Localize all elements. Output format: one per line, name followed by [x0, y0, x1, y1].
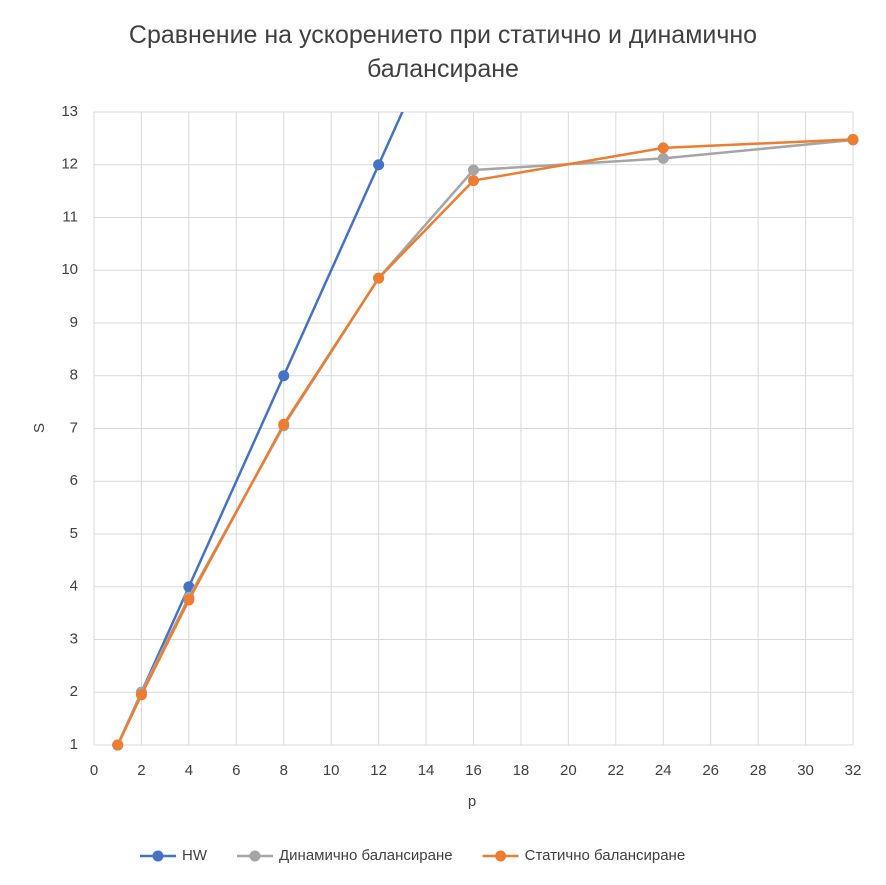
y-tick-label: 1: [70, 736, 78, 753]
data-point: [373, 159, 385, 171]
x-tick-label: 22: [607, 762, 624, 779]
legend-label: Динамично балансиране: [279, 847, 453, 864]
y-tick-label: 10: [61, 261, 78, 278]
x-tick-label: 8: [280, 762, 288, 779]
series-line: [116, 138, 854, 746]
y-tick-label: 13: [61, 103, 78, 120]
y-tick-label: 9: [70, 314, 78, 331]
x-tick-label: 6: [232, 762, 240, 779]
x-tick-label: 10: [323, 762, 340, 779]
x-tick-label: 28: [750, 762, 767, 779]
y-tick-label: 5: [70, 525, 78, 542]
data-point: [657, 152, 669, 164]
y-tick-label: 6: [70, 472, 78, 489]
y-tick-label: 4: [70, 578, 78, 595]
legend-label: HW: [182, 847, 208, 864]
x-tick-label: 2: [137, 762, 145, 779]
x-tick-label: 0: [90, 762, 98, 779]
data-point: [183, 594, 195, 606]
x-tick-label: 4: [185, 762, 193, 779]
data-point: [847, 133, 859, 145]
data-point: [468, 164, 479, 176]
data-point: [112, 739, 124, 751]
data-point: [135, 689, 147, 701]
x-tick-label: 26: [702, 762, 719, 779]
x-tick-label: 18: [513, 762, 530, 779]
x-tick-label: 12: [370, 762, 387, 779]
data-point: [657, 142, 669, 154]
plot-area: [112, 112, 859, 751]
y-tick-label: 7: [70, 419, 78, 436]
x-tick-label: 24: [655, 762, 672, 779]
x-tick-label: 20: [560, 762, 577, 779]
data-point: [373, 272, 385, 284]
y-tick-label: 3: [70, 630, 78, 647]
data-point: [278, 418, 290, 430]
data-point: [278, 370, 290, 382]
data-point: [183, 581, 195, 593]
series-line: [116, 138, 854, 746]
chart-title: Сравнение на ускорението при статично и …: [128, 21, 758, 83]
y-tick-label: 11: [62, 208, 78, 225]
y-tick-label: 2: [70, 683, 78, 700]
legend-label: Статично балансиране: [525, 847, 686, 864]
x-tick-label: 16: [465, 762, 482, 779]
legend-marker: [495, 850, 507, 862]
y-axis-label: S: [31, 423, 48, 433]
y-tick-label: 8: [70, 367, 78, 384]
data-point: [468, 175, 479, 187]
x-axis-label: p: [468, 793, 476, 810]
x-tick-label: 30: [797, 762, 814, 779]
y-tick-label: 12: [61, 156, 78, 173]
legend-marker: [152, 850, 164, 862]
x-tick-label: 32: [845, 762, 862, 779]
legend-marker: [249, 850, 261, 862]
x-tick-label: 14: [418, 762, 435, 779]
